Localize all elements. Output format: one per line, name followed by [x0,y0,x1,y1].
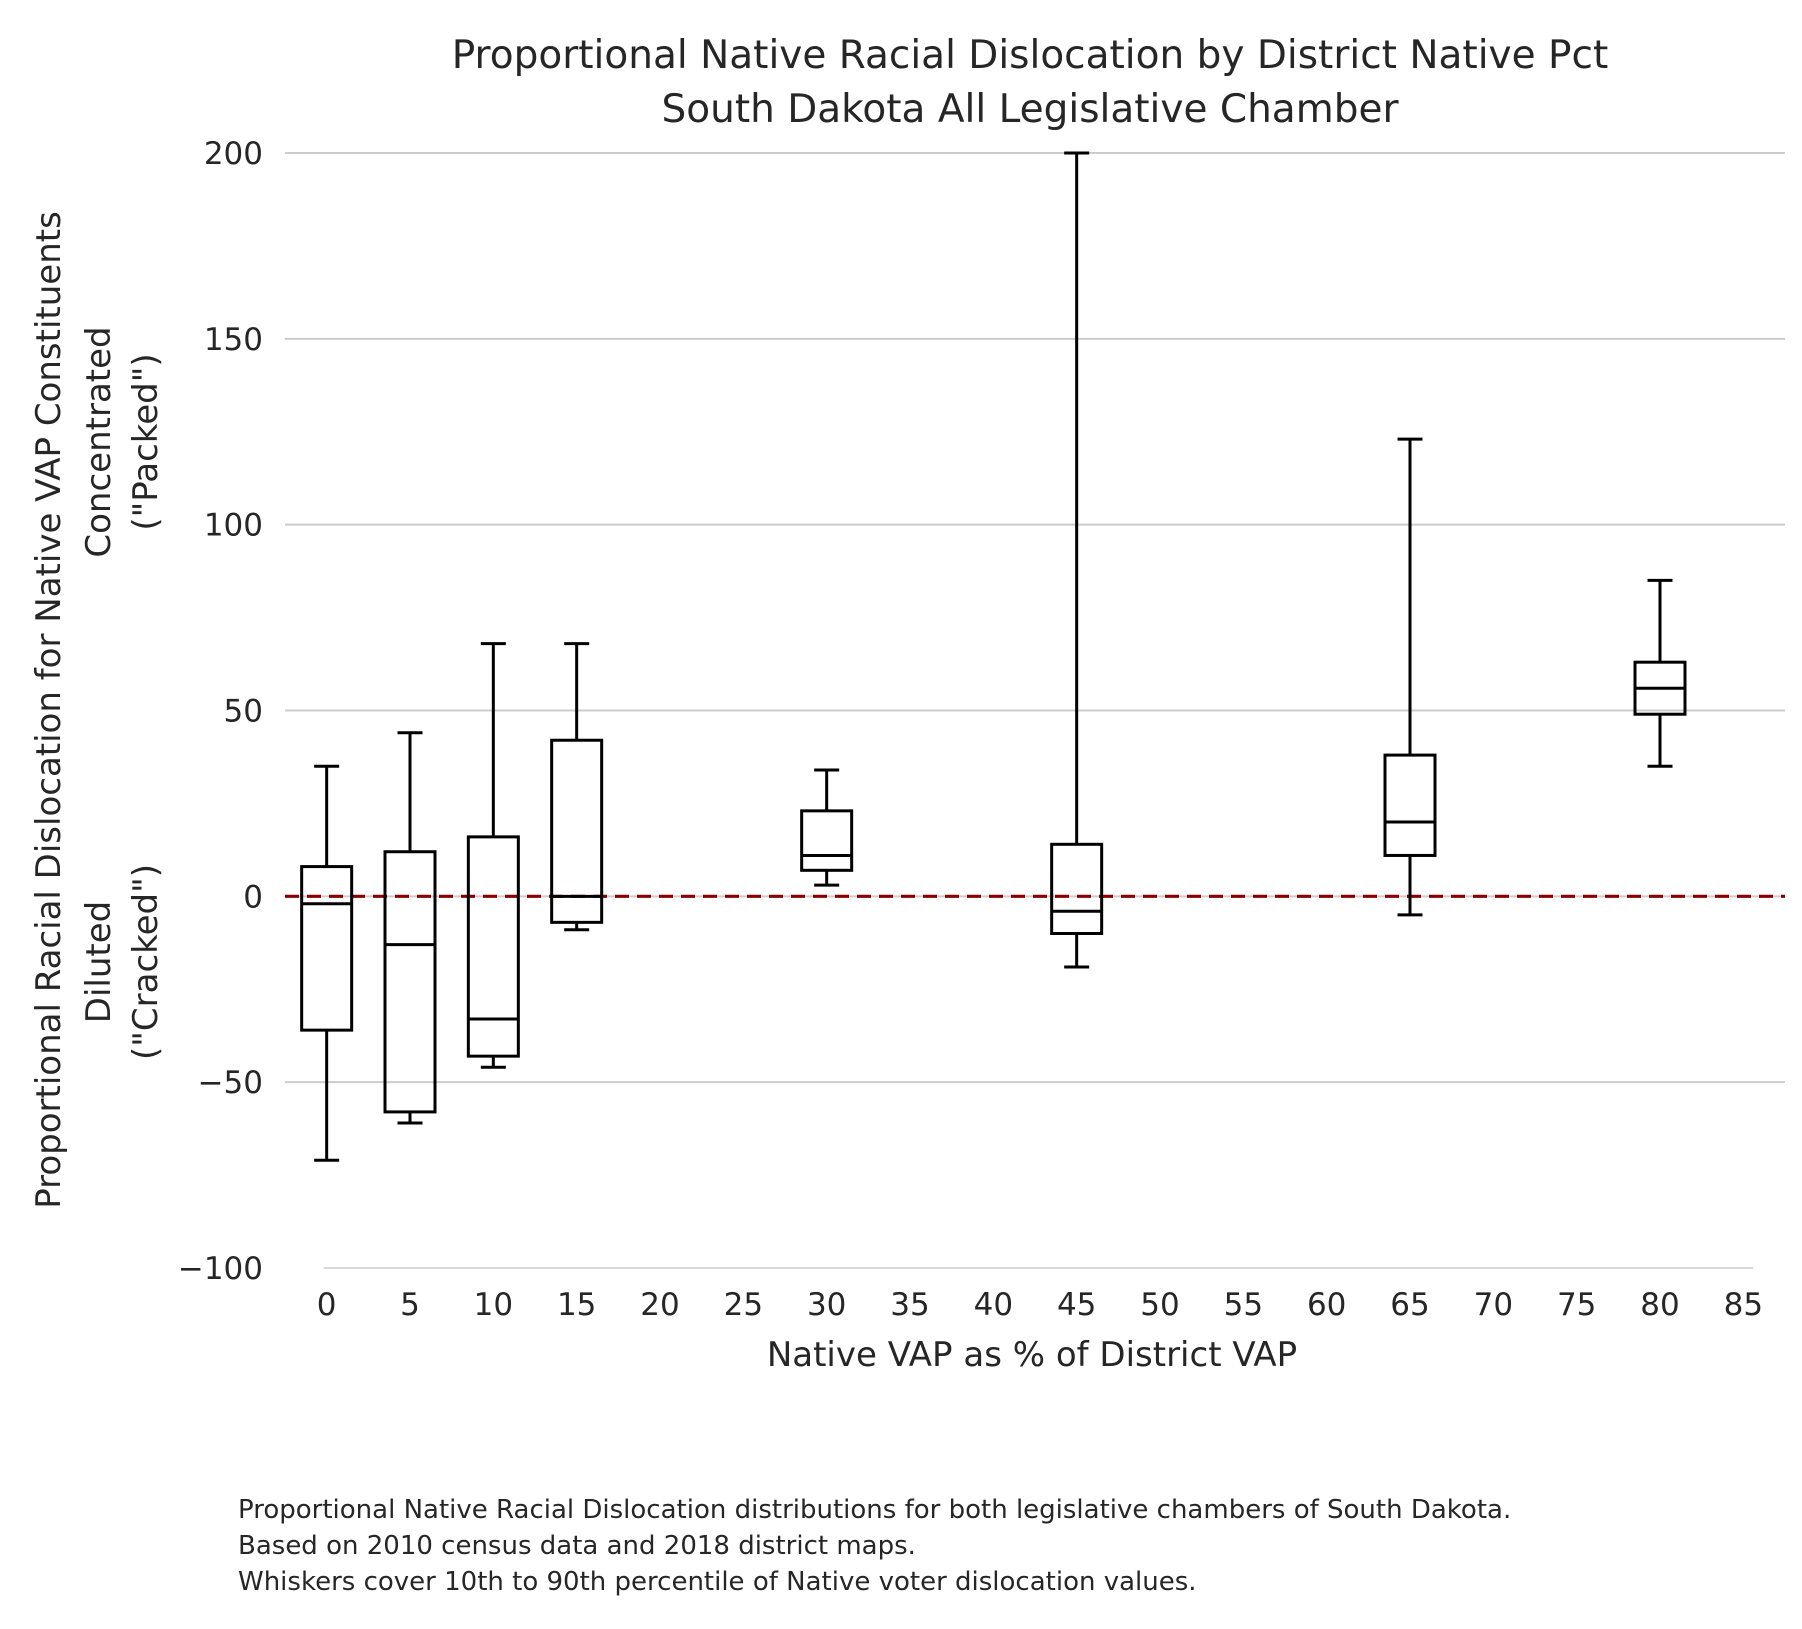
y-tick-label: 150 [204,322,263,358]
y-gridlines [285,152,1785,1084]
box-x-0 [300,764,354,1162]
box-x-15 [550,642,604,932]
x-tick-label: 70 [1474,1287,1513,1323]
x-tick-label: 15 [557,1287,596,1323]
x-tick-label: 75 [1557,1287,1596,1323]
caption-line-1: Proportional Native Racial Dislocation d… [238,1495,1512,1525]
x-tick-label: 35 [890,1287,929,1323]
iqr-box [550,738,604,924]
box-x-45 [1050,151,1104,969]
caption-line-2: Based on 2010 census data and 2018 distr… [238,1531,916,1561]
y-tick-label: 50 [224,694,263,730]
iqr-box [1383,753,1437,857]
box-x-30 [800,768,854,887]
x-tick-label: 0 [317,1287,337,1323]
y-axis-label-cracked: ("Cracked") [126,864,166,1060]
y-tick-label: 0 [243,879,263,915]
y-axis-label-packed: ("Packed") [126,353,166,530]
y-tick-label: 100 [204,508,263,544]
chart-title-line-1: Proportional Native Racial Dislocation b… [452,33,1609,78]
iqr-box [383,850,437,1114]
y-axis-label-diluted: Diluted [79,901,119,1023]
iqr-box [1050,842,1104,935]
x-tick-label: 30 [807,1287,846,1323]
x-tick-label: 40 [974,1287,1013,1323]
iqr-box [466,835,520,1058]
x-tick-label: 5 [400,1287,420,1323]
x-axis-label: Native VAP as % of District VAP [767,1335,1297,1375]
x-tick-label: 50 [1140,1287,1179,1323]
x-tick-label: 10 [474,1287,513,1323]
y-axis-label-concentrated: Concentrated [79,326,119,557]
x-tick-label: 65 [1390,1287,1429,1323]
caption-line-3: Whiskers cover 10th to 90th percentile o… [238,1567,1197,1597]
x-tick-label: 45 [1057,1287,1096,1323]
x-tick-label: 55 [1224,1287,1263,1323]
box-x-5 [383,731,437,1125]
x-tick-label: 25 [724,1287,763,1323]
boxes [300,151,1687,1162]
y-tick-label: 200 [204,136,263,172]
x-tick-label: 60 [1307,1287,1346,1323]
box-x-80 [1633,578,1687,768]
x-tick-label: 80 [1640,1287,1679,1323]
box-x-10 [466,642,520,1069]
figure-caption: Proportional Native Racial Dislocation d… [238,1492,1738,1600]
x-tick-label: 20 [640,1287,679,1323]
iqr-box [800,809,854,872]
x-tick-labels: 0 5 10 15 20 25 30 35 40 45 50 55 60 65 70 75 80 85 [317,1287,1763,1323]
iqr-box [300,865,354,1032]
box-x-65 [1383,437,1437,917]
x-tick-label: 85 [1724,1287,1763,1323]
y-tick-label: −100 [178,1251,263,1287]
y-axis-label-main: Proportional Racial Dislocation for Nati… [29,211,69,1209]
chart-title-line-2: South Dakota All Legislative Chamber [662,87,1400,132]
y-tick-label: −50 [198,1065,263,1101]
y-tick-labels: −100 −50 0 50 100 150 200 [178,136,263,1287]
